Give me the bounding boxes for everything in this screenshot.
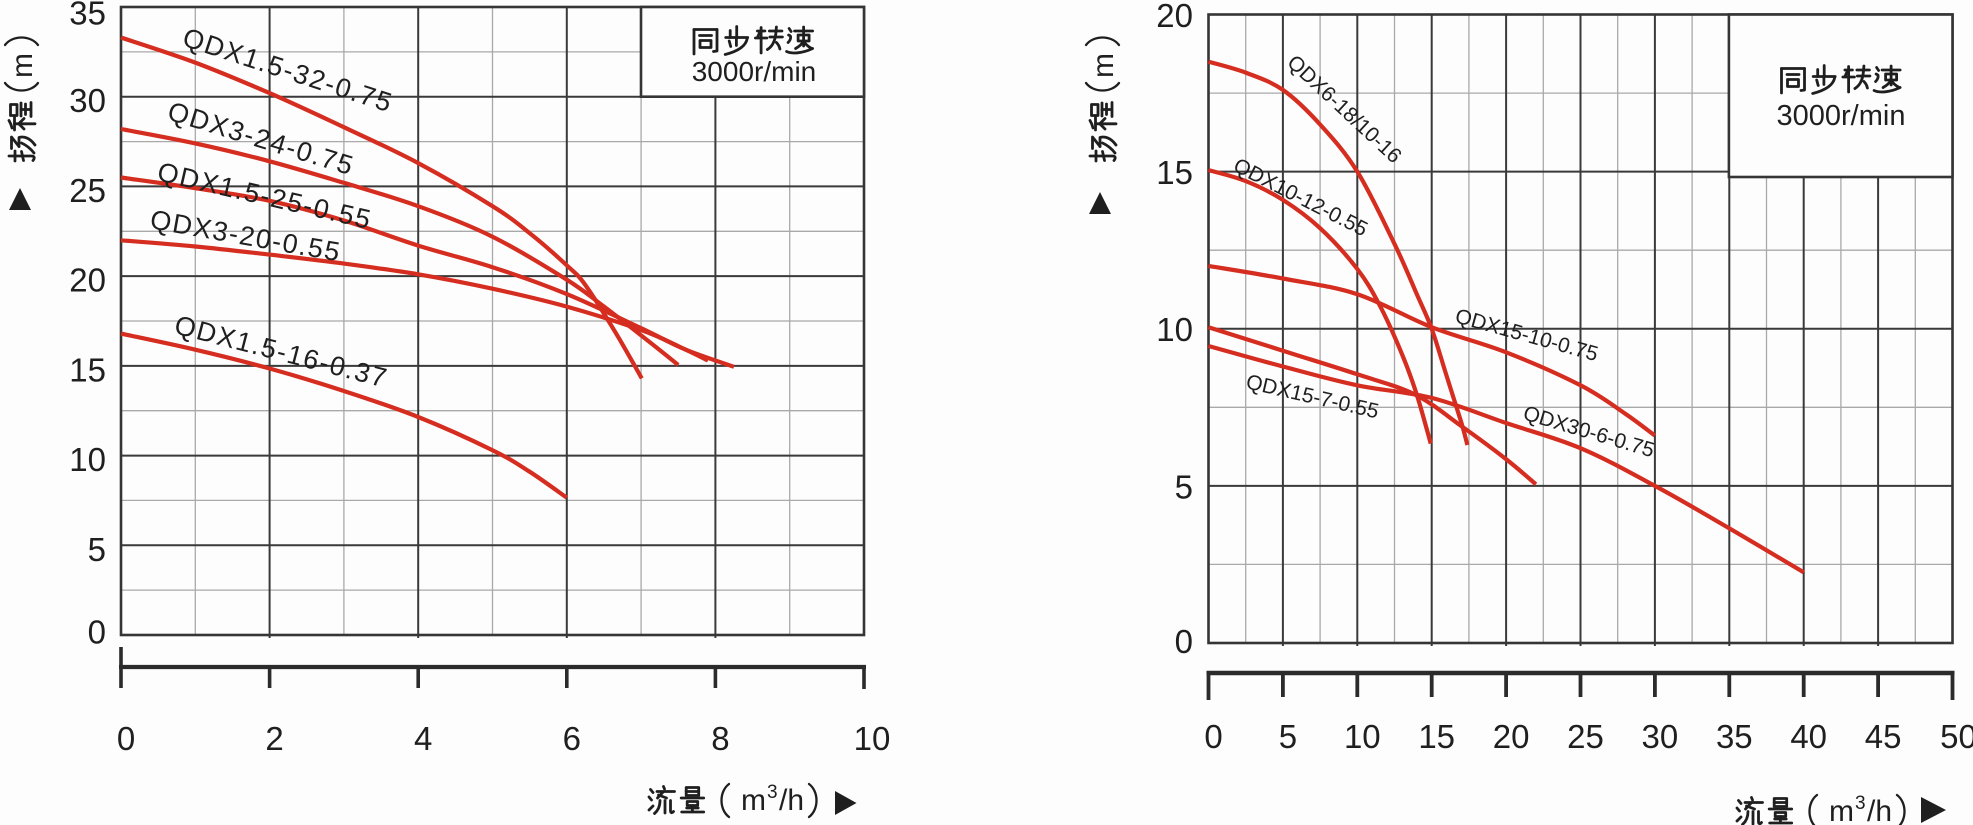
svg-text:3: 3 bbox=[1855, 793, 1866, 814]
svg-text:3: 3 bbox=[767, 782, 778, 803]
svg-text:35: 35 bbox=[1716, 718, 1753, 755]
svg-text:10: 10 bbox=[854, 720, 891, 757]
svg-text:6: 6 bbox=[563, 720, 581, 757]
svg-text:10: 10 bbox=[1156, 311, 1193, 348]
svg-text:4: 4 bbox=[414, 720, 432, 757]
svg-text:m: m bbox=[1087, 53, 1120, 78]
svg-text:20: 20 bbox=[69, 262, 106, 299]
svg-text:40: 40 bbox=[1790, 718, 1827, 755]
svg-text:25: 25 bbox=[69, 172, 106, 209]
svg-text:10: 10 bbox=[69, 441, 106, 478]
svg-text:15: 15 bbox=[69, 351, 106, 388]
svg-text:0: 0 bbox=[1204, 718, 1222, 755]
svg-text:0: 0 bbox=[117, 720, 135, 757]
svg-text:30: 30 bbox=[69, 82, 106, 119]
svg-text:5: 5 bbox=[1175, 469, 1193, 506]
svg-text:5: 5 bbox=[1279, 718, 1297, 755]
svg-text:m: m bbox=[1829, 795, 1854, 825]
svg-text:m: m bbox=[741, 784, 766, 817]
svg-text:25: 25 bbox=[1567, 718, 1604, 755]
svg-text:30: 30 bbox=[1642, 718, 1679, 755]
svg-text:2: 2 bbox=[265, 720, 283, 757]
svg-text:0: 0 bbox=[88, 614, 106, 651]
svg-text:3000r/min: 3000r/min bbox=[692, 56, 817, 87]
svg-text:/h: /h bbox=[1867, 795, 1892, 825]
svg-text:20: 20 bbox=[1156, 0, 1193, 34]
svg-text:/h: /h bbox=[779, 784, 804, 817]
svg-text:15: 15 bbox=[1156, 154, 1193, 191]
svg-text:5: 5 bbox=[88, 531, 106, 568]
svg-text:3000r/min: 3000r/min bbox=[1777, 100, 1906, 132]
svg-text:35: 35 bbox=[69, 0, 106, 32]
svg-text:8: 8 bbox=[711, 720, 729, 757]
svg-text:m: m bbox=[6, 53, 39, 78]
svg-text:50: 50 bbox=[1940, 718, 1973, 755]
svg-text:0: 0 bbox=[1175, 623, 1193, 660]
svg-text:45: 45 bbox=[1865, 718, 1902, 755]
svg-text:15: 15 bbox=[1418, 718, 1455, 755]
svg-text:20: 20 bbox=[1493, 718, 1530, 755]
svg-text:10: 10 bbox=[1344, 718, 1381, 755]
